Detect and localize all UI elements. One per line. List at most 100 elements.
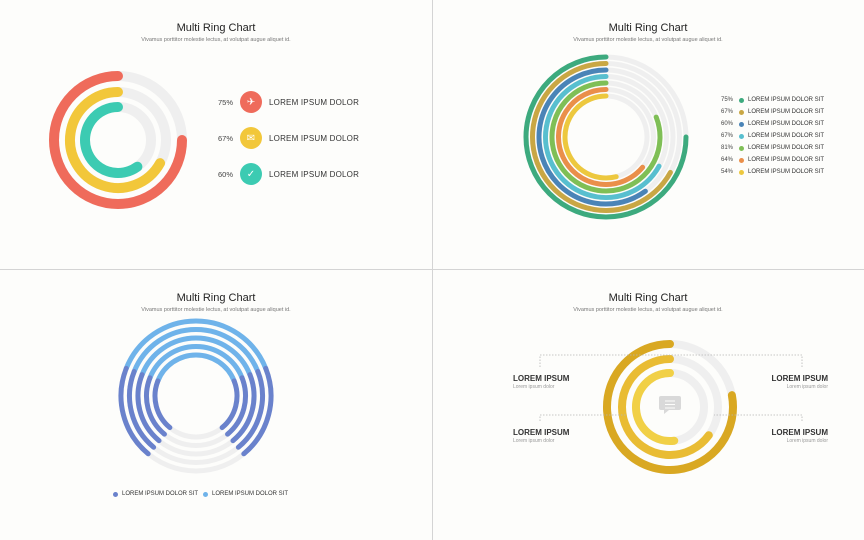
legend-label: LOREM IPSUM DOLOR SIT xyxy=(212,491,289,497)
ring-bar xyxy=(530,61,673,213)
legend-percent: 67% xyxy=(218,133,234,143)
legend-item: 81% LOREM IPSUM DOLOR SIT xyxy=(721,143,824,153)
panel-subtitle: Vivamus porttitor molestie lectus, at vo… xyxy=(141,37,291,43)
callout-leader-line xyxy=(670,354,803,367)
rocket-icon: ✈ xyxy=(240,91,262,113)
ring-bar xyxy=(556,87,646,187)
callout-heading: LOREM IPSUM xyxy=(771,374,828,383)
legend-dot xyxy=(739,169,744,175)
legend-label: LOREM IPSUM DOLOR SIT xyxy=(748,169,825,175)
legend-item: 75% ✈ LOREM IPSUM DOLOR xyxy=(218,91,359,113)
horizontal-divider xyxy=(0,269,864,270)
ring-bar-blue xyxy=(123,318,269,371)
legend-dot xyxy=(739,133,744,139)
legend-percent: 75% xyxy=(218,97,234,107)
legend-label: LOREM IPSUM DOLOR SIT xyxy=(748,133,825,139)
legend-item: 54% LOREM IPSUM DOLOR SIT xyxy=(721,167,824,177)
ring-bar-purple xyxy=(135,372,162,444)
legend-dot xyxy=(203,491,208,497)
ring-bar-purple xyxy=(152,378,173,431)
ring-chart-1 xyxy=(49,71,187,209)
panel-subtitle: Vivamus porttitor molestie lectus, at vo… xyxy=(141,307,291,313)
panel-title: Multi Ring Chart xyxy=(608,292,688,304)
legend-item: LOREM IPSUM DOLOR SIT xyxy=(113,489,198,499)
legend-label: LOREM IPSUM DOLOR xyxy=(269,97,360,107)
callout-subtext: Lorem ipsum dolor xyxy=(786,384,828,390)
ring-bar xyxy=(631,369,679,445)
panel-3: Multi Ring Chart Vivamus porttitor moles… xyxy=(0,270,432,540)
callout-bottom-left: LOREM IPSUM Lorem ipsum dolor xyxy=(513,428,569,444)
ring-bar-blue xyxy=(131,327,261,375)
legend-item: 67% LOREM IPSUM DOLOR SIT xyxy=(721,131,824,141)
ring-bar-purple xyxy=(235,369,265,450)
legend-percent: 67% xyxy=(721,109,734,115)
callout-subtext: Lorem ipsum dolor xyxy=(786,438,828,444)
legend-label: LOREM IPSUM DOLOR SIT xyxy=(748,121,825,127)
legend-percent: 64% xyxy=(721,157,734,163)
ring-bar-purple xyxy=(225,375,248,437)
ring-bar-blue xyxy=(155,352,237,384)
panel-4: Multi Ring Chart Vivamus porttitor moles… xyxy=(432,270,864,540)
legend-label: LOREM IPSUM DOLOR SIT xyxy=(748,97,825,103)
callout-subtext: Lorem ipsum dolor xyxy=(513,438,555,444)
ring-bar-purple xyxy=(127,369,157,450)
callout-subtext: Lorem ipsum dolor xyxy=(513,384,555,390)
legend-dot xyxy=(739,157,744,163)
callout-leader-line xyxy=(539,414,626,421)
legend-item: 67% LOREM IPSUM DOLOR SIT xyxy=(721,107,824,117)
legend-percent: 81% xyxy=(721,145,734,151)
ring-bar xyxy=(603,340,737,474)
legend-item: 60% LOREM IPSUM DOLOR SIT xyxy=(721,119,824,129)
thumbs-up-icon: ✓ xyxy=(240,163,262,185)
legend-label: LOREM IPSUM DOLOR SIT xyxy=(748,157,825,163)
ring-chart-4 xyxy=(539,340,803,474)
panel-title: Multi Ring Chart xyxy=(176,22,256,34)
callout-heading: LOREM IPSUM xyxy=(513,428,570,437)
callout-heading: LOREM IPSUM xyxy=(771,428,828,437)
callout-leader-line xyxy=(539,354,670,367)
legend-dot xyxy=(739,121,744,127)
ring-bar-purple xyxy=(219,378,240,431)
legend-dot xyxy=(113,491,118,497)
legend-percent: 67% xyxy=(721,133,734,139)
legend-label: LOREM IPSUM DOLOR xyxy=(269,133,360,143)
chat-icon: ✉ xyxy=(240,127,262,149)
legend-percent: 60% xyxy=(218,169,234,179)
ring-bar xyxy=(549,80,663,194)
legend-item: 67% ✉ LOREM IPSUM DOLOR xyxy=(218,127,359,149)
ring-chart-3 xyxy=(118,318,274,474)
legend-dot xyxy=(739,109,744,115)
ring-bar-purple xyxy=(230,372,257,444)
legend-item: 75% LOREM IPSUM DOLOR SIT xyxy=(721,95,824,105)
callout-leader-line xyxy=(714,414,803,421)
ring-bar xyxy=(523,54,689,220)
ring-bar-purple xyxy=(118,365,151,457)
legend-dot xyxy=(739,97,744,103)
vertical-divider xyxy=(432,0,433,540)
ring-bar-blue xyxy=(139,335,253,378)
callout-heading: LOREM IPSUM xyxy=(513,374,570,383)
callout-top-left: LOREM IPSUM Lorem ipsum dolor xyxy=(513,374,569,390)
legend-dot xyxy=(739,145,744,151)
ring-chart-2 xyxy=(523,54,689,220)
ring-bar xyxy=(562,93,619,181)
ring-bar xyxy=(543,74,662,200)
panel-subtitle: Vivamus porttitor molestie lectus, at vo… xyxy=(573,37,723,43)
legend-label: LOREM IPSUM DOLOR SIT xyxy=(748,145,825,151)
legend-percent: 54% xyxy=(721,169,734,175)
panel-2: Multi Ring Chart Vivamus porttitor moles… xyxy=(432,0,864,270)
legend-item: LOREM IPSUM DOLOR SIT xyxy=(203,489,288,499)
callout-bottom-right: LOREM IPSUM Lorem ipsum dolor xyxy=(772,428,828,444)
legend-percent: 60% xyxy=(721,121,734,127)
ring-bar xyxy=(618,355,713,459)
legend-label: LOREM IPSUM DOLOR SIT xyxy=(748,109,825,115)
callout-top-right: LOREM IPSUM Lorem ipsum dolor xyxy=(772,374,828,390)
legend-label: LOREM IPSUM DOLOR xyxy=(269,169,360,179)
ring-bar-purple xyxy=(241,365,274,457)
panel-title: Multi Ring Chart xyxy=(176,292,256,304)
ring-bar xyxy=(49,71,187,209)
legend-item: 60% ✓ LOREM IPSUM DOLOR xyxy=(218,163,359,185)
panel-title: Multi Ring Chart xyxy=(608,22,688,34)
ring-bar xyxy=(536,67,648,207)
panel-1: Multi Ring Chart Vivamus porttitor moles… xyxy=(0,0,432,270)
